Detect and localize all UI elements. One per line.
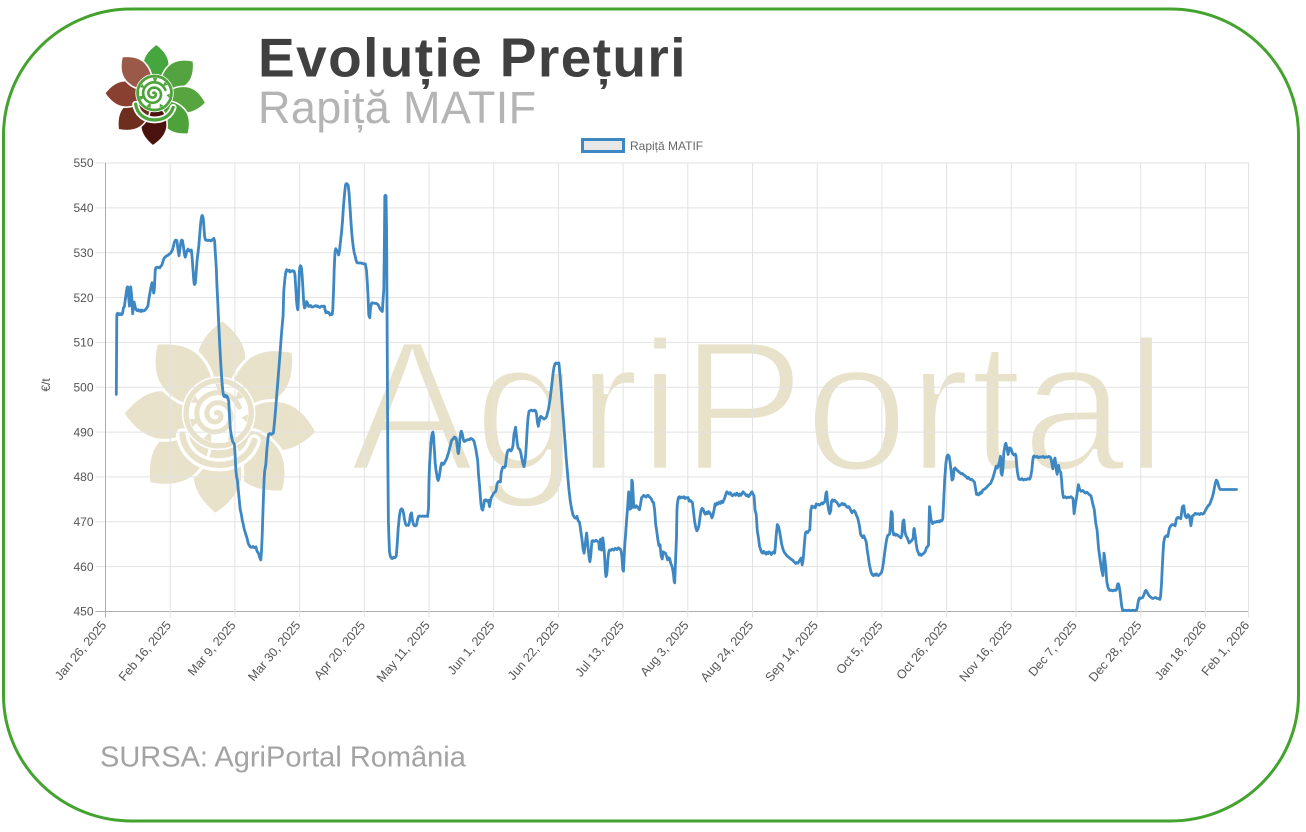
svg-text:550: 550 [73, 156, 93, 170]
svg-text:Jun 22, 2025: Jun 22, 2025 [505, 618, 562, 682]
svg-text:Mar 30, 2025: Mar 30, 2025 [245, 618, 303, 683]
svg-text:Apr 20, 2025: Apr 20, 2025 [311, 618, 368, 682]
svg-text:Dec 7, 2025: Dec 7, 2025 [1026, 618, 1080, 679]
svg-text:Oct 26, 2025: Oct 26, 2025 [894, 618, 951, 682]
svg-text:530: 530 [73, 246, 93, 260]
svg-text:470: 470 [73, 515, 93, 529]
svg-text:450: 450 [73, 605, 93, 619]
svg-text:Rapiță MATIF: Rapiță MATIF [258, 82, 536, 133]
svg-text:Rapiță MATIF: Rapiță MATIF [630, 139, 703, 153]
svg-text:540: 540 [73, 201, 93, 215]
svg-text:Nov 16, 2025: Nov 16, 2025 [957, 618, 1016, 684]
svg-text:Oct 5, 2025: Oct 5, 2025 [833, 618, 885, 677]
svg-text:€/t: €/t [39, 378, 53, 392]
svg-text:480: 480 [73, 470, 93, 484]
svg-text:Mar 9, 2025: Mar 9, 2025 [185, 618, 239, 678]
svg-text:Feb 16, 2025: Feb 16, 2025 [116, 618, 174, 683]
svg-text:Evoluție Prețuri: Evoluție Prețuri [258, 27, 687, 90]
svg-text:Jan 18, 2026: Jan 18, 2026 [1152, 618, 1209, 682]
svg-text:Sep 14, 2025: Sep 14, 2025 [762, 618, 821, 684]
svg-text:520: 520 [73, 291, 93, 305]
svg-text:AgriPortal: AgriPortal [350, 303, 1167, 510]
svg-text:Jul 13, 2025: Jul 13, 2025 [572, 618, 627, 679]
svg-text:Jun 1, 2025: Jun 1, 2025 [445, 618, 498, 677]
svg-text:May 11, 2025: May 11, 2025 [374, 618, 433, 684]
svg-text:SURSA: AgriPortal România: SURSA: AgriPortal România [100, 742, 467, 774]
svg-text:Aug 3, 2025: Aug 3, 2025 [638, 618, 692, 679]
svg-text:500: 500 [73, 380, 93, 394]
svg-text:490: 490 [73, 425, 93, 439]
svg-text:460: 460 [73, 560, 93, 574]
svg-text:510: 510 [73, 336, 93, 350]
svg-text:Dec 28, 2025: Dec 28, 2025 [1086, 618, 1145, 684]
svg-text:Aug 24, 2025: Aug 24, 2025 [698, 618, 757, 684]
svg-text:Jan 26, 2025: Jan 26, 2025 [52, 618, 109, 682]
